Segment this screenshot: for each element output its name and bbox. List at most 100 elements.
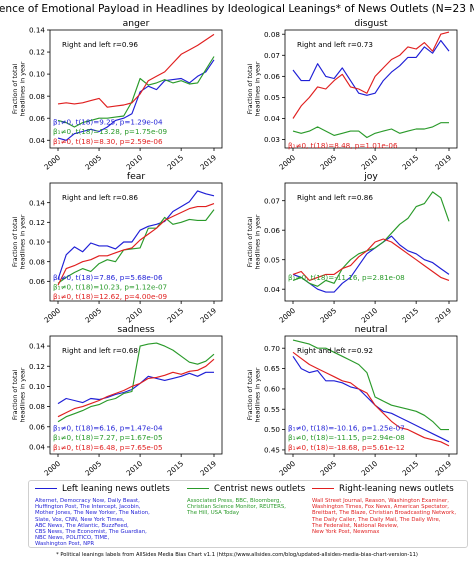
- x-tick-label: 2015: [165, 306, 185, 325]
- legend-outlet-line: CBS News, The Economist, The Guardian,: [35, 529, 147, 536]
- y-tick-label: 0.14: [29, 342, 45, 351]
- footnote: * Political leanings labels from AllSide…: [56, 552, 418, 558]
- legend-outlet-line: Breitbart, The Blaze, Christian Broadcas…: [312, 510, 457, 517]
- y-tick-label: 0.12: [29, 48, 45, 57]
- regression-stat: β₁≠0, t(18)=9.25, p=1.29e-04: [53, 118, 163, 127]
- y-tick-label: 0.06: [264, 72, 280, 81]
- series-line-left: [292, 355, 450, 443]
- y-tick-label: 0.55: [264, 405, 280, 414]
- y-axis-label-line: headlines in year: [253, 367, 261, 422]
- panel-title: anger: [123, 18, 150, 29]
- panel-title: disgust: [354, 18, 388, 29]
- correlation-annotation: Right and left r=0.73: [297, 40, 373, 49]
- series-line-center: [292, 191, 450, 287]
- legend-outlets-right: Wall Street Journal, Reason, Washington …: [312, 498, 456, 535]
- x-tick-label: 2015: [400, 459, 420, 478]
- y-tick-label: 0.08: [29, 257, 45, 266]
- y-axis-label-line: headlines in year: [253, 214, 261, 269]
- y-tick-label: 0.06: [29, 422, 45, 431]
- x-tick-label: 2005: [83, 459, 103, 478]
- legend-swatch-center: [187, 488, 209, 489]
- x-tick-label: 2019: [198, 459, 218, 478]
- x-tick-label: 2000: [42, 459, 62, 478]
- series-line-center: [57, 342, 215, 423]
- y-tick-label: 0.10: [29, 70, 45, 79]
- x-tick-label: 2019: [198, 306, 218, 325]
- x-tick-label: 2010: [359, 153, 379, 172]
- y-axis-label-line: headlines in year: [18, 367, 26, 422]
- series-line-center: [292, 339, 449, 431]
- series-line-center: [57, 56, 215, 128]
- y-tick-label: 0.08: [29, 92, 45, 101]
- x-tick-label: 2015: [165, 459, 185, 478]
- x-tick-label: 2005: [83, 306, 103, 325]
- legend-outlet-line: Associated Press, BBC, Bloomberg,: [187, 498, 282, 504]
- panel-title: sadness: [117, 324, 155, 335]
- legend-outlet-line: Huffington Post, The Intercept, Jacobin,: [35, 504, 141, 511]
- plot-frame: [284, 335, 458, 455]
- regression-stat: β₁≠0, t(18)=8.48, p=1.01e-06: [288, 141, 398, 150]
- legend-outlets-left: Alternet, Democracy Now, Daily Beast, Huf…: [35, 498, 150, 548]
- regression-stat: β₁≠0, t(18)=6.48, p=7.65e-05: [53, 443, 163, 452]
- x-tick-label: 2010: [359, 459, 379, 478]
- x-tick-label: 2005: [318, 306, 338, 325]
- correlation-annotation: Right and left r=0.86: [62, 193, 138, 202]
- legend-item-left: Left leaning news outlets: [35, 484, 170, 494]
- y-axis-label-line: Fraction of total: [246, 370, 254, 421]
- panel-disgust: disgust 0.03 0.04 0.05 0.06 0.07 0.08 2000 2005 2…: [246, 18, 458, 172]
- series-line-right: [57, 203, 215, 286]
- x-tick-label: 2000: [42, 153, 62, 172]
- y-axis-label: Fraction of totalheadlines in year: [11, 61, 26, 116]
- regression-stat: β₁≠0, t(18)=13.28, p=1.75e-09: [53, 127, 168, 136]
- legend-outlet-line: Mother Jones, The New Yorker, The Nation…: [35, 510, 150, 517]
- correlation-annotation: Right and left r=0.96: [62, 40, 138, 49]
- y-tick-label: 0.05: [264, 255, 280, 264]
- y-tick-label: 0.65: [264, 364, 280, 373]
- x-tick-label: 2015: [400, 306, 420, 325]
- series-line-right: [292, 238, 450, 281]
- legend-outlet-line: New York Post, Newsmax: [312, 529, 380, 536]
- legend-label-right: Right-leaning news outlets: [339, 484, 454, 494]
- legend-outlet-line: Christian Science Monitor, REUTERS,: [187, 504, 286, 511]
- legend-outlet-line: The Daily Caller, The Daily Mail, The Da…: [312, 516, 441, 523]
- legend-outlets-center: Associated Press, BBC, Bloomberg, Christi…: [187, 498, 286, 517]
- legend-swatch-right: [312, 488, 334, 489]
- y-axis-label-line: Fraction of total: [246, 217, 254, 268]
- regression-stat: β₁≠0, t(18)=10.23, p=1.12e-07: [53, 283, 167, 292]
- series-line-left: [57, 190, 215, 280]
- plot-frame: [49, 29, 223, 149]
- y-tick-label: 0.14: [29, 198, 45, 207]
- y-axis-label: Fraction of totalheadlines in year: [11, 367, 26, 422]
- y-tick-label: 0.04: [264, 114, 280, 123]
- legend-item-center: Centrist news outlets: [187, 484, 305, 494]
- y-tick-label: 0.06: [29, 114, 45, 123]
- legend-label-left: Left leaning news outlets: [62, 484, 170, 494]
- series-line-right: [57, 33, 215, 108]
- y-tick-label: 0.06: [29, 277, 45, 286]
- y-axis-label: Fraction of totalheadlines in year: [246, 214, 261, 269]
- series-line-right: [57, 358, 215, 418]
- x-tick-label: 2015: [400, 153, 420, 172]
- plot-frame: [284, 29, 458, 149]
- panel-sadness: sadness 0.04 0.06 0.08 0.10 0.12 0.14 2000 2005 2…: [11, 324, 223, 478]
- legend-outlet-line: The Hill, USA Today: [187, 510, 240, 517]
- x-tick-label: 2010: [124, 306, 144, 325]
- panel-title: neutral: [355, 324, 388, 335]
- y-tick-label: 0.60: [264, 384, 280, 393]
- series-line-center: [292, 122, 449, 139]
- y-tick-label: 0.10: [29, 238, 45, 247]
- y-tick-label: 0.07: [264, 196, 280, 205]
- regression-stat: β₁≠0, t(18)=-10.16, p=1.25e-07: [288, 424, 405, 433]
- y-axis-label-line: Fraction of total: [11, 370, 19, 421]
- regression-stat: β₁≠0, t(18)=8.30, p=2.59e-06: [53, 137, 163, 146]
- plot-frame: [49, 335, 223, 455]
- y-tick-label: 0.14: [29, 26, 45, 35]
- panel-title: fear: [127, 171, 146, 182]
- legend: Left leaning news outlets Centrist news …: [28, 480, 468, 548]
- y-axis-label-line: headlines in year: [18, 61, 26, 116]
- x-tick-label: 2000: [277, 153, 297, 172]
- y-axis-label: Fraction of totalheadlines in year: [246, 61, 261, 116]
- y-tick-label: 0.08: [264, 30, 280, 39]
- regression-stat: β₁≠0, t(18)=-11.15, p=2.94e-08: [288, 433, 405, 442]
- y-axis-label-line: Fraction of total: [246, 64, 254, 115]
